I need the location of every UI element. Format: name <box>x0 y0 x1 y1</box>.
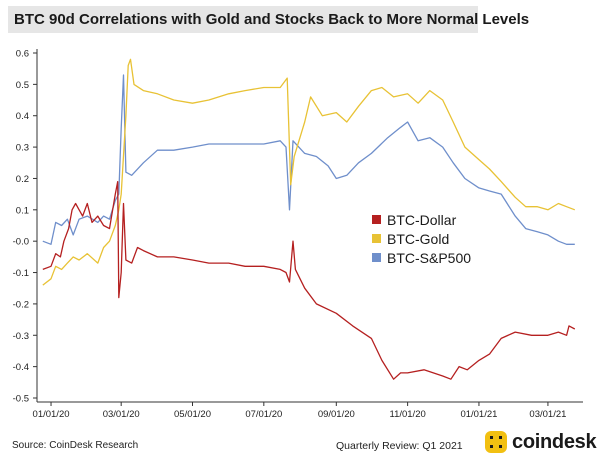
series-line-btc-dollar <box>42 180 576 380</box>
x-tick-label: 09/01/20 <box>318 409 355 420</box>
y-tick-label: 0.1 <box>16 205 29 216</box>
legend-swatch-gold <box>372 234 381 243</box>
legend: BTC-Dollar BTC-Gold BTC-S&P500 <box>372 210 471 267</box>
y-tick-label: -0.5 <box>13 394 29 405</box>
legend-label-dollar: BTC-Dollar <box>387 211 457 228</box>
legend-swatch-sp500 <box>372 253 381 262</box>
x-tick-label: 11/01/20 <box>389 409 425 420</box>
y-tick-label: 0.6 <box>16 49 29 60</box>
coindesk-mark-icon <box>485 431 507 453</box>
legend-item-dollar: BTC-Dollar <box>372 210 471 229</box>
x-tick-label: 03/01/20 <box>103 409 140 420</box>
series-line-btc-sp500 <box>42 74 575 245</box>
x-tick-label: 07/01/20 <box>245 409 282 420</box>
y-tick-label: -0.1 <box>13 268 29 279</box>
quarterly-review-note: Quarterly Review: Q1 2021 <box>336 440 463 452</box>
legend-swatch-dollar <box>372 215 381 224</box>
legend-label-gold: BTC-Gold <box>387 230 450 247</box>
y-tick-label: -0.0 <box>13 237 29 248</box>
x-tick-label: 01/01/20 <box>33 409 70 420</box>
y-tick-label: 0.3 <box>16 143 29 154</box>
x-tick-label: 03/01/21 <box>529 409 566 420</box>
y-tick-label: -0.4 <box>13 362 29 373</box>
y-tick-label: 0.4 <box>16 111 29 122</box>
x-tick-label: 05/01/20 <box>174 409 211 420</box>
legend-item-gold: BTC-Gold <box>372 229 471 248</box>
title-bar: BTC 90d Correlations with Gold and Stock… <box>8 6 529 33</box>
coindesk-wordmark: coindesk <box>512 430 597 453</box>
legend-label-sp500: BTC-S&P500 <box>387 249 472 266</box>
coindesk-logo: coindesk <box>484 430 597 454</box>
source-note: Source: CoinDesk Research <box>12 440 139 451</box>
y-tick-label: 0.5 <box>16 80 29 91</box>
y-tick-label: -0.3 <box>13 331 29 342</box>
y-tick-label: 0.2 <box>16 174 29 185</box>
series-line-btc-gold <box>42 58 576 286</box>
chart-title: BTC 90d Correlations with Gold and Stock… <box>14 11 530 28</box>
legend-item-sp500: BTC-S&P500 <box>372 248 471 267</box>
y-tick-label: -0.2 <box>13 299 29 310</box>
x-tick-label: 01/01/21 <box>460 409 497 420</box>
